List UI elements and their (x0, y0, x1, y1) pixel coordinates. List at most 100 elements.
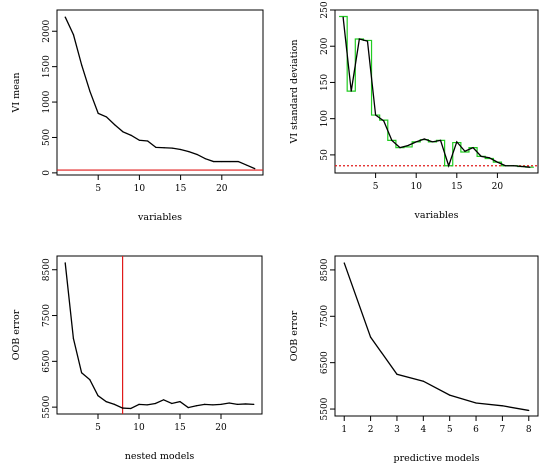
data-point (72, 34, 75, 36)
data-point (228, 402, 230, 404)
x-tick-label: 8 (526, 425, 532, 435)
plot-frame (334, 255, 539, 417)
y-tick-label: 6500 (42, 350, 52, 373)
data-point (396, 373, 398, 375)
x-axis-label: nested models (125, 451, 195, 462)
data-point (130, 134, 132, 136)
data-point (245, 403, 247, 405)
plot-frame (334, 9, 539, 174)
panel-vi-sd: 5 10 15 20 50 100 150 200 250 variables VI standar… (289, 1, 539, 221)
y-tick-label: 5500 (42, 395, 52, 418)
data-point (204, 403, 206, 405)
x-tick-label: 2 (368, 425, 374, 435)
panel-nested-models: 5 10 15 20 5500 6500 7500 8500 nested models OOB … (11, 255, 263, 462)
y-tick-label: 5500 (320, 397, 330, 420)
x-tick-label: 15 (451, 182, 463, 192)
x-tick-label: 5 (373, 182, 379, 192)
y-axis-label: VI mean (11, 72, 22, 113)
data-point (89, 90, 91, 93)
x-tick-label: 7 (500, 425, 506, 435)
data-point (171, 147, 173, 149)
y-tick-label: 7500 (320, 305, 330, 328)
x-tick-label: 1 (341, 425, 347, 435)
series-line (64, 262, 254, 410)
panel-predictive-models: 1 2 3 4 5 6 7 8 5500 6500 7500 8500 predictive model… (289, 255, 539, 464)
y-tick-label: 1000 (42, 90, 52, 113)
y-tick-label: 8500 (42, 258, 52, 281)
series-line (342, 17, 530, 168)
x-tick-label: 10 (134, 184, 146, 194)
data-point (422, 380, 424, 382)
data-point (236, 403, 238, 405)
data-point (521, 165, 523, 168)
data-point (407, 144, 409, 147)
data-point (179, 401, 181, 403)
y-axis-label: OOB error (289, 310, 300, 361)
panel-vi-mean: 5 10 15 20 0 500 1000 1500 2000 variables VI mean (11, 9, 264, 223)
y-tick-label: 7500 (42, 304, 52, 327)
x-axis-label: predictive models (394, 453, 480, 464)
data-point (212, 404, 214, 406)
data-point (529, 166, 531, 168)
data-point (369, 336, 372, 338)
data-point (187, 406, 189, 409)
plot-frame (56, 255, 263, 415)
data-point (358, 38, 360, 40)
data-point (501, 405, 504, 407)
y-tick-label: 2000 (42, 20, 52, 43)
data-point (155, 146, 157, 148)
y-tick-label: 1500 (42, 55, 52, 78)
data-point (196, 153, 198, 156)
series-line (343, 262, 529, 412)
data-point (163, 399, 165, 401)
data-point (237, 160, 239, 163)
data-point (72, 337, 74, 340)
y-tick-label: 150 (320, 74, 330, 91)
data-point (229, 160, 231, 163)
data-point (81, 372, 83, 374)
data-point (154, 402, 156, 405)
step-series-line (339, 15, 534, 168)
y-tick-label: 200 (320, 37, 330, 54)
y-tick-label: 250 (320, 1, 330, 18)
data-point (343, 262, 345, 264)
x-tick-label: 4 (420, 425, 426, 435)
y-tick-label: 100 (320, 110, 330, 127)
data-point (171, 402, 173, 405)
data-point (383, 120, 385, 122)
data-point (399, 147, 401, 149)
data-point (81, 64, 83, 66)
data-point (220, 403, 222, 405)
series-line (64, 16, 256, 170)
data-point (64, 262, 66, 264)
y-tick-label: 500 (42, 129, 52, 146)
data-point (105, 116, 108, 118)
data-point (105, 401, 107, 403)
data-point (138, 403, 140, 405)
data-point (163, 147, 165, 149)
data-point (195, 405, 197, 407)
x-tick-label: 6 (473, 425, 479, 435)
data-point (204, 158, 206, 160)
data-point (122, 131, 124, 133)
data-point (415, 141, 417, 143)
x-tick-label: 20 (492, 182, 504, 192)
data-point (375, 114, 377, 116)
x-tick-label: 10 (133, 423, 145, 433)
y-tick-label: 0 (42, 170, 52, 176)
y-axis-label: VI standard deviation (289, 40, 300, 145)
x-tick-label: 10 (410, 182, 422, 192)
data-point (130, 407, 132, 410)
data-point (366, 40, 369, 42)
y-axis-label: OOB error (11, 309, 22, 360)
data-point (122, 407, 124, 409)
data-point (456, 141, 458, 143)
data-point (245, 164, 248, 166)
data-point (221, 160, 223, 163)
x-axis-label: variables (137, 212, 182, 223)
data-point (113, 403, 115, 405)
data-point (423, 138, 425, 140)
data-point (513, 165, 515, 167)
data-point (97, 112, 99, 114)
